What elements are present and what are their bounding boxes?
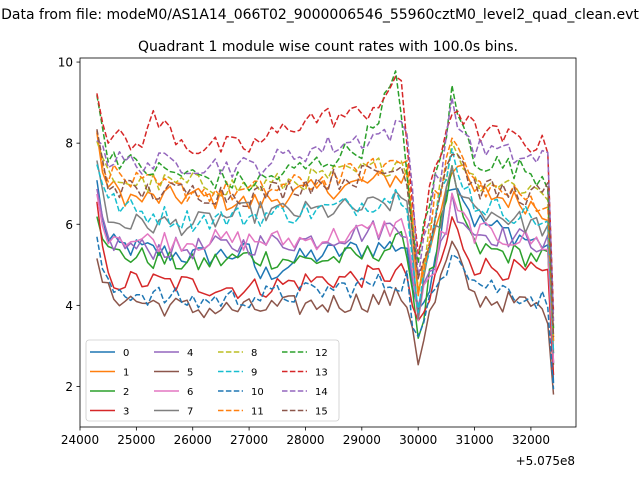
series-line-11 — [96, 130, 555, 343]
legend-label-5: 5 — [187, 368, 193, 379]
legend-label-8: 8 — [251, 348, 257, 359]
series-group — [96, 70, 555, 395]
series-line-8 — [96, 141, 555, 342]
y-tick-label: 2 — [65, 380, 73, 394]
x-tick-label: 29000 — [343, 433, 381, 447]
x-tick-label: 30000 — [399, 433, 437, 447]
chart-title: Quadrant 1 module wise count rates with … — [138, 39, 518, 55]
y-tick-label: 8 — [65, 137, 73, 151]
series-line-9 — [96, 147, 555, 353]
series-line-0 — [96, 180, 555, 384]
series-line-6 — [96, 192, 555, 363]
x-tick-label: 26000 — [174, 433, 212, 447]
suptitle: Data from file: modeM0/AS1A14_066T02_900… — [1, 7, 639, 23]
x-tick-label: 25000 — [117, 433, 155, 447]
x-tick-label: 24000 — [61, 433, 99, 447]
series-line-7 — [96, 160, 555, 354]
series-line-2 — [96, 165, 555, 365]
legend-label-15: 15 — [315, 407, 328, 418]
legend-label-6: 6 — [187, 387, 193, 398]
y-tick-label: 10 — [58, 56, 73, 70]
legend-label-0: 0 — [123, 348, 129, 359]
x-tick-label: 32000 — [512, 433, 550, 447]
legend-label-4: 4 — [187, 348, 193, 359]
legend-label-11: 11 — [251, 407, 264, 418]
x-offset-label: +5.075e8 — [516, 454, 575, 468]
legend-label-9: 9 — [251, 368, 257, 379]
series-line-12 — [96, 70, 555, 329]
series-line-14 — [96, 96, 555, 321]
legend-label-7: 7 — [187, 407, 193, 418]
y-tick-label: 4 — [65, 299, 73, 313]
series-line-13 — [96, 75, 555, 313]
legend-label-3: 3 — [123, 407, 129, 418]
y-tick-label: 6 — [65, 218, 73, 232]
plot-area: 24000 25000 26000 27000 28000 29000 30000 31000… — [58, 56, 577, 447]
x-tick-label: 31000 — [455, 433, 493, 447]
axes-frame — [79, 57, 577, 428]
x-tick-label: 27000 — [230, 433, 268, 447]
x-tick-label: 28000 — [286, 433, 324, 447]
legend-label-2: 2 — [123, 387, 129, 398]
legend-label-12: 12 — [315, 348, 328, 359]
legend-label-1: 1 — [123, 368, 129, 379]
legend-box — [85, 339, 340, 422]
series-line-3 — [96, 201, 555, 376]
series-line-5 — [96, 240, 555, 395]
legend-label-14: 14 — [315, 387, 328, 398]
legend-label-10: 10 — [251, 387, 264, 398]
series-line-15 — [96, 129, 555, 338]
legend-label-13: 13 — [315, 368, 328, 379]
